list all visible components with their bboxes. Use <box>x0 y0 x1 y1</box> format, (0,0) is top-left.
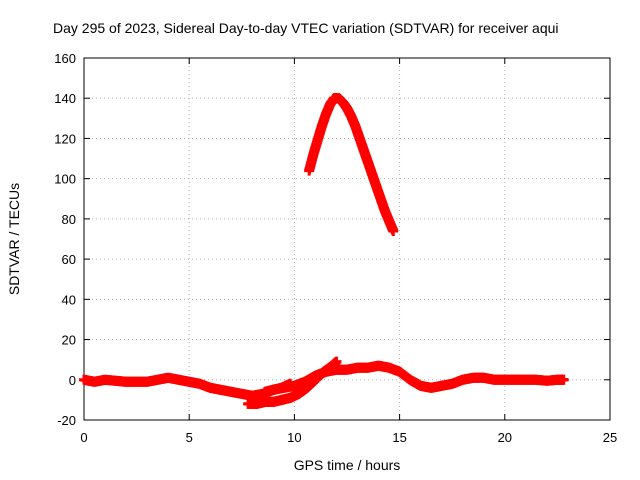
data-point <box>285 378 296 389</box>
chart-title: Day 295 of 2023, Sidereal Day-to-day VTE… <box>53 20 559 36</box>
x-tick-label: 20 <box>498 430 512 445</box>
series-3 <box>259 378 296 397</box>
x-axis: 0 5 10 15 20 25 <box>80 58 617 445</box>
plot-frame <box>83 57 611 421</box>
y-tick-label: 160 <box>54 51 76 66</box>
series-2 <box>243 356 342 409</box>
series-1 <box>79 360 569 401</box>
y-tick-label: 40 <box>62 292 76 307</box>
series-0 <box>304 93 399 236</box>
data-series <box>79 93 569 409</box>
data-point <box>331 356 342 367</box>
y-tick-label: 60 <box>62 252 76 267</box>
y-axis-label: SDTVAR / TECUs <box>6 183 22 295</box>
x-tick-label: 25 <box>603 430 617 445</box>
x-tick-label: 0 <box>80 430 87 445</box>
data-point <box>558 374 569 385</box>
y-tick-label: 0 <box>69 373 76 388</box>
x-tick-label: 10 <box>287 430 301 445</box>
y-tick-label: -20 <box>57 413 76 428</box>
grid <box>84 58 610 420</box>
data-point <box>388 225 399 236</box>
y-tick-label: 120 <box>54 131 76 146</box>
y-tick-label: 140 <box>54 91 76 106</box>
y-tick-label: 20 <box>62 333 76 348</box>
x-tick-label: 15 <box>392 430 406 445</box>
y-tick-label: 80 <box>62 212 76 227</box>
y-axis: -20 0 20 40 60 80 100 120 140 160 <box>54 51 610 428</box>
y-tick-label: 100 <box>54 172 76 187</box>
x-axis-label: GPS time / hours <box>294 457 401 473</box>
x-tick-label: 5 <box>186 430 193 445</box>
